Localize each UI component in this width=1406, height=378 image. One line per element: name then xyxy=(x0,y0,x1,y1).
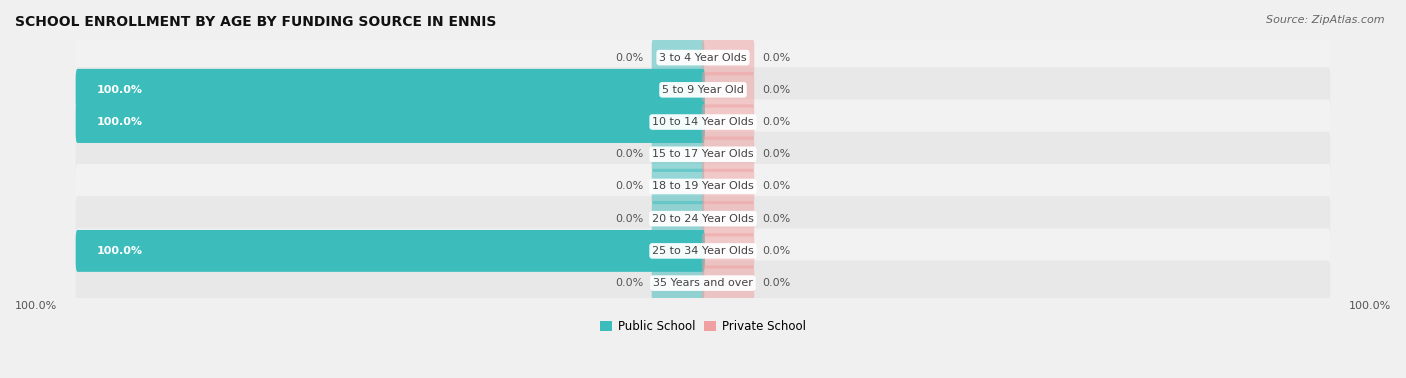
FancyBboxPatch shape xyxy=(652,40,704,75)
FancyBboxPatch shape xyxy=(702,72,754,108)
Text: SCHOOL ENROLLMENT BY AGE BY FUNDING SOURCE IN ENNIS: SCHOOL ENROLLMENT BY AGE BY FUNDING SOUR… xyxy=(15,15,496,29)
FancyBboxPatch shape xyxy=(76,132,1330,177)
Text: 5 to 9 Year Old: 5 to 9 Year Old xyxy=(662,85,744,95)
Text: 100.0%: 100.0% xyxy=(1348,301,1391,311)
Text: 100.0%: 100.0% xyxy=(96,246,142,256)
FancyBboxPatch shape xyxy=(702,265,754,301)
Text: 0.0%: 0.0% xyxy=(762,214,790,224)
Text: 0.0%: 0.0% xyxy=(616,181,644,192)
Text: 18 to 19 Year Olds: 18 to 19 Year Olds xyxy=(652,181,754,192)
FancyBboxPatch shape xyxy=(76,196,1330,241)
Text: 25 to 34 Year Olds: 25 to 34 Year Olds xyxy=(652,246,754,256)
Legend: Public School, Private School: Public School, Private School xyxy=(595,316,811,338)
FancyBboxPatch shape xyxy=(652,169,704,204)
Text: 0.0%: 0.0% xyxy=(762,278,790,288)
FancyBboxPatch shape xyxy=(702,169,754,204)
Text: 0.0%: 0.0% xyxy=(762,149,790,159)
Text: 0.0%: 0.0% xyxy=(762,53,790,63)
FancyBboxPatch shape xyxy=(76,67,1330,112)
Text: 20 to 24 Year Olds: 20 to 24 Year Olds xyxy=(652,214,754,224)
Text: 0.0%: 0.0% xyxy=(616,53,644,63)
FancyBboxPatch shape xyxy=(76,35,1330,80)
FancyBboxPatch shape xyxy=(76,260,1330,306)
Text: 0.0%: 0.0% xyxy=(616,214,644,224)
Text: 3 to 4 Year Olds: 3 to 4 Year Olds xyxy=(659,53,747,63)
FancyBboxPatch shape xyxy=(76,99,1330,145)
Text: 0.0%: 0.0% xyxy=(616,278,644,288)
FancyBboxPatch shape xyxy=(652,201,704,236)
Text: 0.0%: 0.0% xyxy=(762,85,790,95)
Text: 100.0%: 100.0% xyxy=(96,117,142,127)
FancyBboxPatch shape xyxy=(76,164,1330,209)
FancyBboxPatch shape xyxy=(702,136,754,172)
Text: 0.0%: 0.0% xyxy=(762,117,790,127)
Text: 0.0%: 0.0% xyxy=(616,149,644,159)
Text: 15 to 17 Year Olds: 15 to 17 Year Olds xyxy=(652,149,754,159)
FancyBboxPatch shape xyxy=(76,69,704,111)
Text: 100.0%: 100.0% xyxy=(96,85,142,95)
FancyBboxPatch shape xyxy=(652,136,704,172)
Text: 35 Years and over: 35 Years and over xyxy=(652,278,754,288)
FancyBboxPatch shape xyxy=(702,104,754,140)
Text: Source: ZipAtlas.com: Source: ZipAtlas.com xyxy=(1267,15,1385,25)
FancyBboxPatch shape xyxy=(76,101,704,143)
Text: 100.0%: 100.0% xyxy=(15,301,58,311)
Text: 0.0%: 0.0% xyxy=(762,181,790,192)
Text: 0.0%: 0.0% xyxy=(762,246,790,256)
FancyBboxPatch shape xyxy=(652,265,704,301)
FancyBboxPatch shape xyxy=(76,228,1330,273)
FancyBboxPatch shape xyxy=(702,233,754,269)
FancyBboxPatch shape xyxy=(76,230,704,272)
FancyBboxPatch shape xyxy=(702,201,754,236)
Text: 10 to 14 Year Olds: 10 to 14 Year Olds xyxy=(652,117,754,127)
FancyBboxPatch shape xyxy=(702,40,754,75)
